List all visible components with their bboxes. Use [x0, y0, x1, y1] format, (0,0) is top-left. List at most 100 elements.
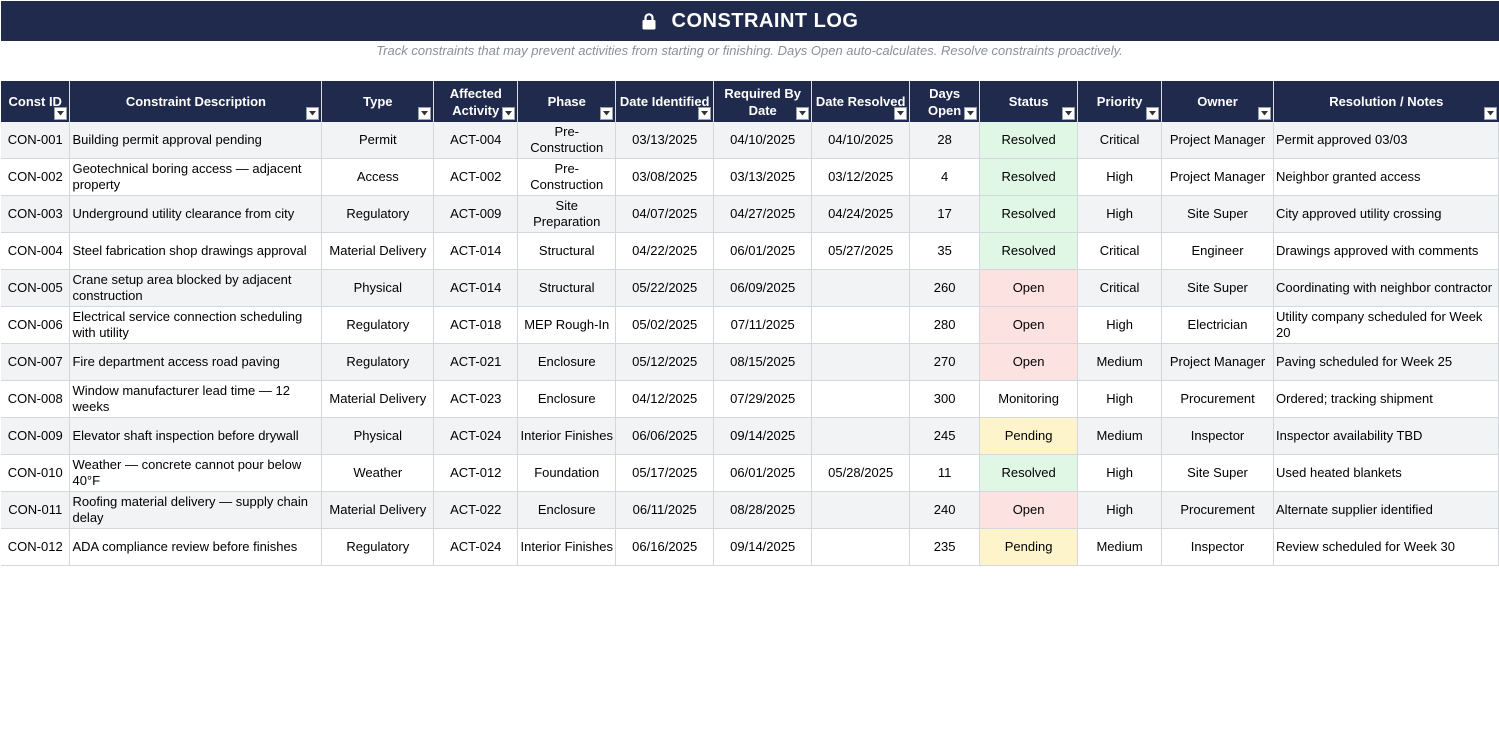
cell-date-identified[interactable]: 05/17/2025: [615, 454, 715, 492]
cell-priority[interactable]: Critical: [1077, 269, 1163, 307]
cell-status[interactable]: Open: [979, 269, 1079, 307]
cell-resolution-notes[interactable]: Neighbor granted access: [1273, 158, 1499, 196]
cell-priority[interactable]: High: [1077, 380, 1163, 418]
cell-phase[interactable]: Enclosure: [517, 343, 617, 381]
cell-resolution-notes[interactable]: Paving scheduled for Week 25: [1273, 343, 1499, 381]
filter-dropdown-icon[interactable]: [1258, 107, 1272, 120]
cell-owner[interactable]: Electrician: [1161, 306, 1275, 344]
cell-date-resolved[interactable]: 04/10/2025: [811, 122, 911, 159]
cell-date-resolved[interactable]: 05/28/2025: [811, 454, 911, 492]
cell-days-open[interactable]: 35: [909, 232, 981, 270]
cell-status[interactable]: Resolved: [979, 232, 1079, 270]
cell-affected-activity[interactable]: ACT-024: [433, 417, 519, 455]
cell-required-by-date[interactable]: 08/28/2025: [713, 491, 813, 529]
cell-required-by-date[interactable]: 06/01/2025: [713, 232, 813, 270]
cell-required-by-date[interactable]: 06/09/2025: [713, 269, 813, 307]
cell-affected-activity[interactable]: ACT-021: [433, 343, 519, 381]
cell-phase[interactable]: Pre-Construction: [517, 122, 617, 159]
cell-date-resolved[interactable]: 05/27/2025: [811, 232, 911, 270]
filter-dropdown-icon[interactable]: [418, 107, 432, 120]
cell-phase[interactable]: Structural: [517, 232, 617, 270]
cell-phase[interactable]: Structural: [517, 269, 617, 307]
cell-days-open[interactable]: 300: [909, 380, 981, 418]
cell-const-id[interactable]: CON-003: [1, 195, 71, 233]
cell-type[interactable]: Physical: [321, 269, 435, 307]
filter-dropdown-icon[interactable]: [54, 107, 68, 120]
cell-owner[interactable]: Site Super: [1161, 269, 1275, 307]
cell-priority[interactable]: High: [1077, 306, 1163, 344]
cell-const-id[interactable]: CON-009: [1, 417, 71, 455]
cell-resolution-notes[interactable]: Permit approved 03/03: [1273, 122, 1499, 159]
cell-days-open[interactable]: 28: [909, 122, 981, 159]
cell-status[interactable]: Pending: [979, 417, 1079, 455]
cell-date-identified[interactable]: 04/22/2025: [615, 232, 715, 270]
filter-dropdown-icon[interactable]: [306, 107, 320, 120]
cell-phase[interactable]: Enclosure: [517, 491, 617, 529]
cell-required-by-date[interactable]: 07/29/2025: [713, 380, 813, 418]
cell-owner[interactable]: Procurement: [1161, 491, 1275, 529]
cell-type[interactable]: Access: [321, 158, 435, 196]
filter-dropdown-icon[interactable]: [1483, 107, 1497, 120]
cell-date-resolved[interactable]: [811, 491, 911, 529]
cell-date-resolved[interactable]: 03/12/2025: [811, 158, 911, 196]
cell-required-by-date[interactable]: 06/01/2025: [713, 454, 813, 492]
cell-priority[interactable]: Medium: [1077, 417, 1163, 455]
cell-constraint-description[interactable]: Weather — concrete cannot pour below 40°…: [69, 454, 323, 492]
cell-constraint-description[interactable]: Building permit approval pending: [69, 122, 323, 159]
cell-const-id[interactable]: CON-012: [1, 528, 71, 566]
cell-affected-activity[interactable]: ACT-024: [433, 528, 519, 566]
cell-type[interactable]: Regulatory: [321, 343, 435, 381]
cell-constraint-description[interactable]: Crane setup area blocked by adjacent con…: [69, 269, 323, 307]
cell-days-open[interactable]: 245: [909, 417, 981, 455]
cell-type[interactable]: Regulatory: [321, 528, 435, 566]
cell-resolution-notes[interactable]: Alternate supplier identified: [1273, 491, 1499, 529]
cell-resolution-notes[interactable]: Ordered; tracking shipment: [1273, 380, 1499, 418]
cell-type[interactable]: Material Delivery: [321, 232, 435, 270]
cell-priority[interactable]: Medium: [1077, 528, 1163, 566]
cell-owner[interactable]: Site Super: [1161, 454, 1275, 492]
filter-dropdown-icon[interactable]: [698, 107, 712, 120]
cell-status[interactable]: Resolved: [979, 158, 1079, 196]
cell-constraint-description[interactable]: Elevator shaft inspection before drywall: [69, 417, 323, 455]
cell-type[interactable]: Regulatory: [321, 306, 435, 344]
cell-constraint-description[interactable]: Electrical service connection scheduling…: [69, 306, 323, 344]
cell-owner[interactable]: Inspector: [1161, 528, 1275, 566]
cell-owner[interactable]: Project Manager: [1161, 158, 1275, 196]
cell-phase[interactable]: Interior Finishes: [517, 528, 617, 566]
cell-owner[interactable]: Project Manager: [1161, 343, 1275, 381]
cell-date-identified[interactable]: 06/16/2025: [615, 528, 715, 566]
cell-type[interactable]: Physical: [321, 417, 435, 455]
cell-constraint-description[interactable]: Steel fabrication shop drawings approval: [69, 232, 323, 270]
cell-priority[interactable]: High: [1077, 158, 1163, 196]
cell-required-by-date[interactable]: 04/27/2025: [713, 195, 813, 233]
cell-date-identified[interactable]: 06/11/2025: [615, 491, 715, 529]
cell-date-identified[interactable]: 05/22/2025: [615, 269, 715, 307]
cell-date-resolved[interactable]: [811, 306, 911, 344]
cell-resolution-notes[interactable]: Used heated blankets: [1273, 454, 1499, 492]
cell-owner[interactable]: Procurement: [1161, 380, 1275, 418]
cell-affected-activity[interactable]: ACT-022: [433, 491, 519, 529]
cell-affected-activity[interactable]: ACT-012: [433, 454, 519, 492]
cell-date-resolved[interactable]: [811, 380, 911, 418]
cell-phase[interactable]: Pre-Construction: [517, 158, 617, 196]
cell-resolution-notes[interactable]: City approved utility crossing: [1273, 195, 1499, 233]
cell-days-open[interactable]: 260: [909, 269, 981, 307]
cell-status[interactable]: Open: [979, 491, 1079, 529]
cell-const-id[interactable]: CON-002: [1, 158, 71, 196]
cell-type[interactable]: Permit: [321, 122, 435, 159]
cell-status[interactable]: Pending: [979, 528, 1079, 566]
cell-constraint-description[interactable]: Geotechnical boring access — adjacent pr…: [69, 158, 323, 196]
cell-constraint-description[interactable]: Underground utility clearance from city: [69, 195, 323, 233]
filter-dropdown-icon[interactable]: [1062, 107, 1076, 120]
cell-date-identified[interactable]: 04/12/2025: [615, 380, 715, 418]
filter-dropdown-icon[interactable]: [964, 107, 978, 120]
cell-constraint-description[interactable]: ADA compliance review before finishes: [69, 528, 323, 566]
filter-dropdown-icon[interactable]: [894, 107, 908, 120]
cell-date-resolved[interactable]: [811, 269, 911, 307]
cell-resolution-notes[interactable]: Coordinating with neighbor contractor: [1273, 269, 1499, 307]
cell-status[interactable]: Open: [979, 306, 1079, 344]
cell-constraint-description[interactable]: Window manufacturer lead time — 12 weeks: [69, 380, 323, 418]
cell-status[interactable]: Monitoring: [979, 380, 1079, 418]
cell-days-open[interactable]: 235: [909, 528, 981, 566]
cell-required-by-date[interactable]: 09/14/2025: [713, 528, 813, 566]
